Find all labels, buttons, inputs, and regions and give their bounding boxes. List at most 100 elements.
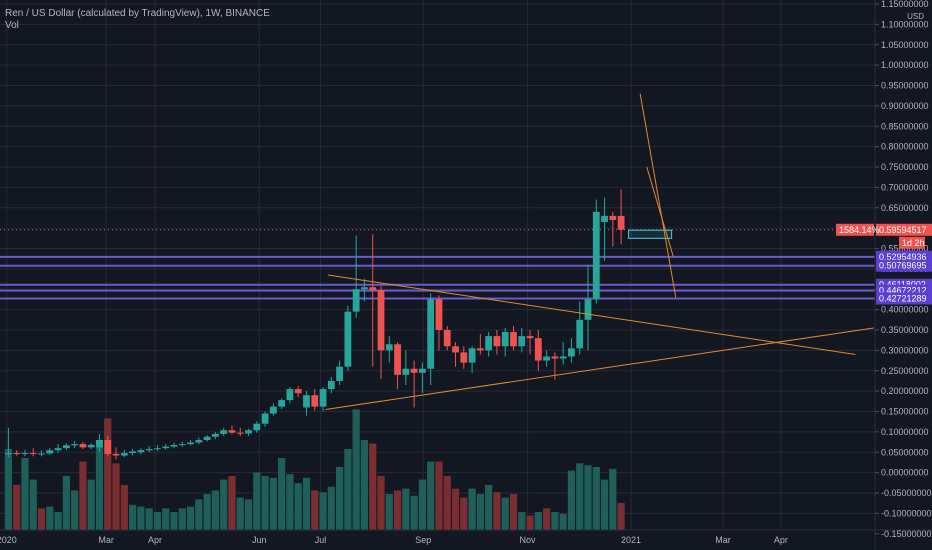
candle-body xyxy=(617,215,625,230)
volume-bar xyxy=(129,504,137,530)
volume-bar xyxy=(244,499,253,530)
y-tick-label: 1.15000000 xyxy=(881,0,929,9)
candle-body xyxy=(410,368,418,373)
y-tick-label: 0.15000000 xyxy=(881,407,929,417)
volume-bar xyxy=(485,485,493,530)
candle-body xyxy=(419,368,426,373)
candle-body xyxy=(236,432,244,434)
volume-bar xyxy=(71,490,79,530)
candle-body xyxy=(609,215,617,220)
volume-bar xyxy=(418,479,426,530)
volume-bar xyxy=(153,512,162,530)
volume-bar xyxy=(286,474,294,530)
y-tick-label: -0.10000000 xyxy=(881,508,932,518)
candle-body xyxy=(245,430,252,434)
x-tick-label: 2021 xyxy=(621,535,641,545)
candle-body xyxy=(187,442,194,445)
x-tick-label: Jul xyxy=(315,535,327,545)
price-axis[interactable]: 1.15000000 1.10000000 1.05000000 1.00000000… xyxy=(874,0,932,550)
last-price-tag-bg xyxy=(876,223,932,236)
volume-bar xyxy=(501,497,509,530)
volume-bar xyxy=(543,508,551,530)
volume-bar xyxy=(253,472,261,530)
volume-bar xyxy=(592,467,600,530)
candle-body xyxy=(361,287,368,290)
volume-bar xyxy=(311,490,319,530)
candle-body xyxy=(344,311,352,367)
volume-bar xyxy=(393,490,402,530)
volume-bar xyxy=(261,476,269,530)
volume-bar xyxy=(302,477,311,530)
change-tag: 1584.14% xyxy=(839,225,880,235)
volume-bar xyxy=(567,470,576,530)
volume-bar xyxy=(336,467,344,530)
candle-body xyxy=(71,444,79,446)
candle-body xyxy=(352,289,360,312)
candle-body xyxy=(568,348,575,357)
candle-body xyxy=(220,430,228,434)
volume-bar xyxy=(13,485,21,530)
trendline xyxy=(325,327,874,410)
candle-body xyxy=(377,290,385,351)
trendline xyxy=(646,166,674,257)
countdown-tag: 1d 2h xyxy=(902,238,925,248)
candle-body xyxy=(592,211,600,300)
volume-bar xyxy=(360,440,369,530)
volume-bar xyxy=(278,458,286,530)
volume-bar xyxy=(162,508,170,530)
candle-body xyxy=(427,299,435,369)
volume-bar xyxy=(369,443,377,530)
candle-body xyxy=(518,336,526,347)
candle-body xyxy=(129,451,136,454)
y-tick-label: 0.80000000 xyxy=(881,142,929,152)
candle-body xyxy=(54,448,62,451)
y-tick-label: 0.65000000 xyxy=(881,203,929,213)
trendline xyxy=(639,93,677,298)
candle-body xyxy=(203,436,211,441)
volume-bar xyxy=(46,506,54,530)
candle-body xyxy=(46,450,54,454)
candle-body xyxy=(79,444,87,448)
volume-bar xyxy=(37,508,46,530)
candle-body xyxy=(278,400,286,407)
currency-label: USD xyxy=(907,12,924,21)
volume-bar xyxy=(79,461,87,530)
candle-body xyxy=(294,389,302,394)
candle-body xyxy=(261,413,269,424)
price-zone xyxy=(628,229,673,239)
volume-bar xyxy=(402,488,410,530)
y-tick-label: 0.70000000 xyxy=(881,182,929,192)
x-tick-label: Apr xyxy=(774,535,788,545)
level-tag: 0.42721289 xyxy=(879,294,927,304)
x-tick-label: Mar xyxy=(98,535,114,545)
level-tag: 0.44672212 xyxy=(879,286,927,296)
candle-body xyxy=(137,450,145,453)
volume-bar xyxy=(518,512,526,530)
y-tick-label: -0.05000000 xyxy=(881,488,932,498)
volume-bar xyxy=(220,479,228,530)
volume-bar xyxy=(120,485,128,530)
candle-body xyxy=(5,453,12,455)
candle-body xyxy=(510,332,517,347)
volume-bar xyxy=(493,492,501,530)
volume-bar xyxy=(29,479,37,530)
volume-bar xyxy=(526,515,534,530)
y-tick-label: 0.40000000 xyxy=(881,305,929,315)
price-candles xyxy=(5,189,625,460)
volume-bar xyxy=(195,499,203,530)
candle-body xyxy=(303,395,310,408)
volume-label: Vol xyxy=(5,20,19,31)
volume-bar xyxy=(54,512,62,530)
level-tag-bg xyxy=(876,259,932,272)
y-tick-label: 0.05000000 xyxy=(881,447,929,457)
time-axis[interactable]: 2020 Mar Apr Jun Jul Sep Nov 2021 Mar Apr xyxy=(0,529,932,545)
candle-body xyxy=(120,453,128,456)
candle-body xyxy=(584,299,592,320)
volume-bar xyxy=(186,506,195,530)
candle-body xyxy=(38,453,45,455)
volume-bar xyxy=(104,418,112,530)
volume-bar xyxy=(410,495,418,530)
candle-body xyxy=(460,352,468,363)
candle-body xyxy=(21,453,29,455)
